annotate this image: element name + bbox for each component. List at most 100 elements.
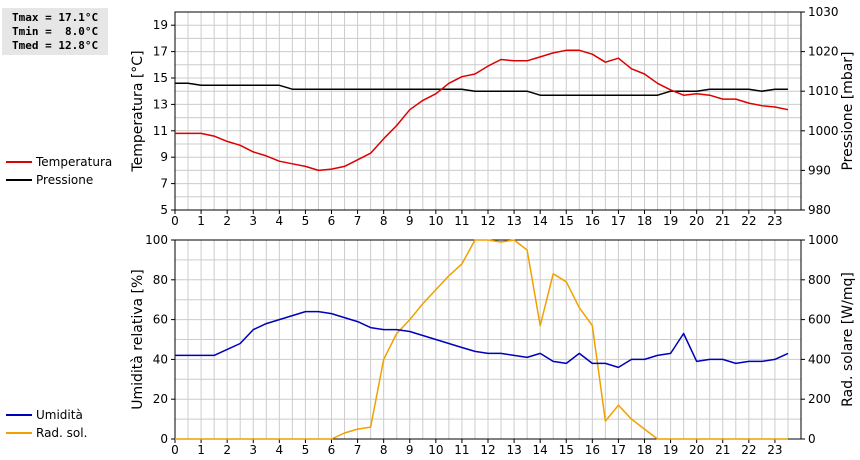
- legend-swatch-solar: [6, 432, 32, 434]
- x-tick-label: 20: [689, 214, 704, 228]
- y-tick-label: 0: [160, 432, 168, 446]
- y-right-tick-label: 980: [808, 203, 831, 217]
- x-tick-label: 1: [197, 443, 205, 457]
- legend-swatch-temperature: [6, 161, 32, 163]
- series-line-pressure: [175, 82, 788, 96]
- x-tick-label: 8: [380, 443, 388, 457]
- x-tick-label: 23: [767, 214, 782, 228]
- x-tick-label: 16: [585, 443, 600, 457]
- x-tick-label: 13: [506, 443, 521, 457]
- y-right-tick-label: 200: [808, 392, 831, 406]
- series-line-solar: [175, 239, 788, 440]
- y-tick-label: 80: [153, 273, 168, 287]
- y-right-tick-label: 1000: [808, 233, 839, 247]
- chart-bottom: 0 1 2 3 4 5 6 7 8 9 10 11 12 13 14 15 16 17 18 19 20 21 22 2302…: [130, 233, 856, 457]
- legend-label-solar: Rad. sol.: [36, 426, 88, 440]
- x-tick-label: 15: [559, 443, 574, 457]
- legend-label-pressure: Pressione: [36, 173, 94, 187]
- series-line-temperature: [175, 49, 789, 172]
- y-right-tick-label: 800: [808, 273, 831, 287]
- y-right-axis-label-top: Pressione [mbar]: [840, 51, 856, 170]
- x-tick-label: 13: [506, 214, 521, 228]
- x-tick-label: 22: [741, 214, 756, 228]
- x-tick-label: 6: [328, 443, 336, 457]
- legend-top-chart: Temperatura Pressione: [6, 153, 112, 189]
- x-tick-label: 0: [171, 443, 179, 457]
- x-tick-label: 17: [611, 214, 626, 228]
- x-tick-label: 18: [637, 443, 652, 457]
- legend-label-temperature: Temperatura: [36, 155, 113, 169]
- y-right-tick-label: 1020: [808, 45, 839, 59]
- y-tick-label: 15: [153, 71, 168, 85]
- x-tick-label: 2: [223, 214, 231, 228]
- x-tick-label: 15: [559, 214, 574, 228]
- legend-item-humidity: Umidità: [6, 406, 87, 424]
- x-tick-label: 12: [480, 443, 495, 457]
- x-tick-label: 14: [533, 214, 548, 228]
- x-tick-label: 8: [380, 214, 388, 228]
- y-tick-label: 5: [160, 203, 168, 217]
- y-tick-label: 9: [160, 150, 168, 164]
- series-line-humidity: [175, 310, 789, 369]
- y-right-tick-label: 600: [808, 313, 831, 327]
- y-right-tick-label: 0: [808, 432, 816, 446]
- stat-tmed: Tmed = 12.8°C: [12, 39, 99, 52]
- x-tick-label: 6: [328, 214, 336, 228]
- x-tick-label: 7: [354, 443, 362, 457]
- stats-box: Tmax = 17.1°C Tmin = 8.0°C Tmed = 12.8°C: [2, 8, 108, 55]
- x-tick-label: 23: [767, 443, 782, 457]
- legend-item-temperature: Temperatura: [6, 153, 112, 171]
- y-axis-label-bottom: Umidità relativa [%]: [130, 269, 146, 410]
- x-tick-label: 5: [302, 214, 310, 228]
- y-tick-label: 20: [153, 392, 168, 406]
- y-right-tick-label: 1030: [808, 5, 839, 19]
- x-tick-label: 21: [715, 214, 730, 228]
- legend-swatch-humidity: [6, 414, 32, 416]
- x-tick-label: 11: [454, 214, 469, 228]
- y-tick-label: 60: [153, 313, 168, 327]
- y-tick-label: 19: [153, 18, 168, 32]
- x-tick-label: 12: [480, 214, 495, 228]
- x-tick-label: 18: [637, 214, 652, 228]
- x-tick-label: 0: [171, 214, 179, 228]
- x-tick-label: 22: [741, 443, 756, 457]
- legend-label-humidity: Umidità: [36, 408, 83, 422]
- x-tick-label: 19: [663, 443, 678, 457]
- x-tick-label: 14: [533, 443, 548, 457]
- y-tick-label: 100: [145, 233, 168, 247]
- x-tick-label: 4: [276, 443, 284, 457]
- y-right-tick-label: 990: [808, 163, 831, 177]
- x-tick-label: 16: [585, 214, 600, 228]
- y-right-tick-label: 1010: [808, 84, 839, 98]
- x-tick-label: 20: [689, 443, 704, 457]
- legend-item-pressure: Pressione: [6, 171, 112, 189]
- x-tick-label: 3: [249, 443, 257, 457]
- x-tick-label: 21: [715, 443, 730, 457]
- stat-tmax: Tmax = 17.1°C: [12, 11, 99, 24]
- x-tick-label: 17: [611, 443, 626, 457]
- y-tick-label: 11: [153, 124, 168, 138]
- legend-bottom-chart: Umidità Rad. sol.: [6, 406, 87, 442]
- x-tick-label: 11: [454, 443, 469, 457]
- x-tick-label: 4: [276, 214, 284, 228]
- y-right-tick-label: 400: [808, 352, 831, 366]
- chart-top: 0 1 2 3 4 5 6 7 8 9 10 11 12 13 14 15 16 17 18 19 20 21 22 2357…: [130, 5, 856, 228]
- x-tick-label: 10: [428, 443, 443, 457]
- y-tick-label: 17: [153, 45, 168, 59]
- x-tick-label: 7: [354, 214, 362, 228]
- x-tick-label: 10: [428, 214, 443, 228]
- x-tick-label: 3: [249, 214, 257, 228]
- legend-swatch-pressure: [6, 179, 32, 181]
- y-tick-label: 7: [160, 177, 168, 191]
- x-tick-label: 2: [223, 443, 231, 457]
- y-right-axis-label-bottom: Rad. solare [W/mq]: [840, 272, 856, 407]
- x-tick-label: 5: [302, 443, 310, 457]
- x-tick-label: 9: [406, 443, 414, 457]
- legend-item-solar: Rad. sol.: [6, 424, 87, 442]
- y-right-tick-label: 1000: [808, 124, 839, 138]
- y-axis-label-top: Temperatura [°C]: [130, 50, 146, 172]
- x-tick-label: 19: [663, 214, 678, 228]
- x-tick-label: 1: [197, 214, 205, 228]
- y-tick-label: 13: [153, 97, 168, 111]
